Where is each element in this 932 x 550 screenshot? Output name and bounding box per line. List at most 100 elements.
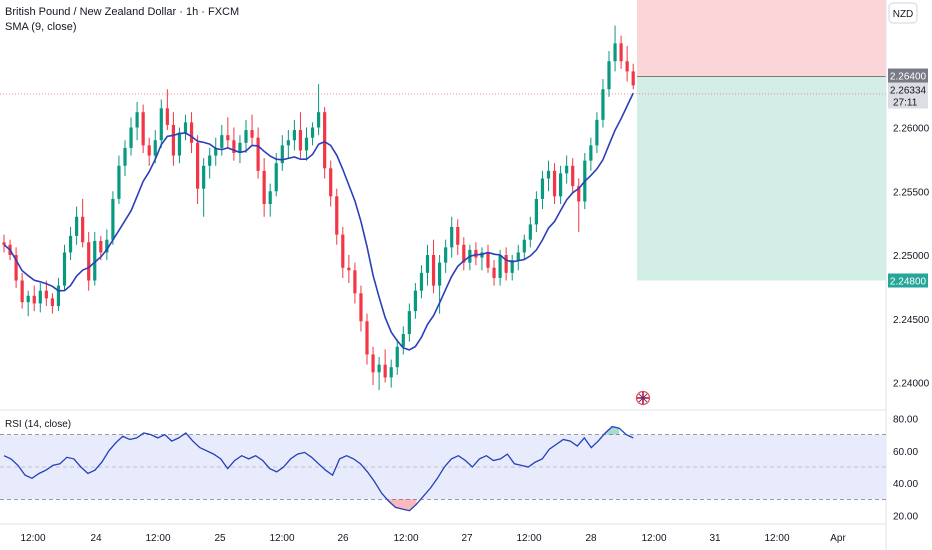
candle xyxy=(75,206,79,245)
candle-body xyxy=(492,267,496,278)
candle-body xyxy=(444,247,448,263)
time-tick-label: 26 xyxy=(337,533,349,544)
candle xyxy=(214,137,218,166)
candle-body xyxy=(310,127,315,138)
candle-body xyxy=(516,252,520,261)
candle xyxy=(183,114,188,141)
candle-body xyxy=(389,367,393,378)
candle xyxy=(189,112,194,153)
candle-body xyxy=(286,140,290,146)
candle-body xyxy=(571,165,575,187)
candle-body xyxy=(117,165,121,199)
candle xyxy=(105,229,109,261)
target-price-label: 2.24800 xyxy=(888,273,928,288)
rsi-extreme-fill xyxy=(388,499,417,511)
candle xyxy=(50,293,54,314)
candle-body xyxy=(383,364,387,378)
candle-body xyxy=(87,242,91,281)
price-axis[interactable]: 2.26000 2.25500 2.25000 2.24500 2.24000 xyxy=(893,124,930,390)
candle-body xyxy=(129,127,133,148)
candle-body xyxy=(450,226,454,248)
candle-body xyxy=(32,295,36,304)
candle-body xyxy=(177,132,182,156)
candle xyxy=(347,255,351,284)
candle-body xyxy=(68,235,73,253)
time-tick-label: 12:00 xyxy=(145,533,170,544)
candle xyxy=(444,239,448,273)
candle xyxy=(38,283,42,313)
candle xyxy=(56,277,61,312)
time-tick-label: 12:00 xyxy=(393,533,418,544)
candle-body xyxy=(335,196,339,235)
candle-body xyxy=(99,240,103,253)
candle-body xyxy=(631,71,635,86)
current-price-label: 2.26334 27:11 xyxy=(888,82,928,109)
rsi-axis[interactable]: 80.00 60.00 40.00 20.00 xyxy=(893,414,918,522)
candle-body xyxy=(407,311,411,335)
candle-body xyxy=(123,147,127,166)
candlestick-series xyxy=(2,25,635,391)
candle xyxy=(552,163,557,204)
candle xyxy=(202,158,206,217)
candle xyxy=(226,117,230,148)
candle-body xyxy=(613,43,617,62)
candle-body xyxy=(189,122,194,143)
candle-body xyxy=(419,272,424,291)
candle-body xyxy=(14,255,18,281)
candle-body xyxy=(323,112,327,169)
candle xyxy=(474,242,478,266)
candle-body xyxy=(2,242,6,245)
candle xyxy=(323,107,327,179)
candle xyxy=(141,104,145,153)
candle-body xyxy=(546,170,551,179)
sma-line xyxy=(3,92,634,351)
candle xyxy=(14,247,18,289)
candle-body xyxy=(159,108,163,141)
candle-body xyxy=(238,142,242,153)
candle xyxy=(317,84,321,136)
candle xyxy=(601,79,605,128)
candle-body xyxy=(232,140,236,153)
sma-legend: SMA (9, close) xyxy=(5,21,77,33)
uk-event-icon[interactable] xyxy=(635,390,651,406)
candle-body xyxy=(81,216,85,243)
candle xyxy=(171,112,175,166)
candle-body xyxy=(359,293,363,322)
candle-body xyxy=(528,224,532,240)
rsi-tick-label: 60.00 xyxy=(893,447,918,458)
candle xyxy=(135,102,139,141)
candle-body xyxy=(135,112,139,128)
stop-loss-zone[interactable] xyxy=(637,0,886,77)
candle xyxy=(268,183,272,217)
candle-body xyxy=(153,140,157,156)
candle-body xyxy=(38,290,42,304)
time-tick-label: 12:00 xyxy=(516,533,541,544)
candle-body xyxy=(365,321,369,355)
candle-body xyxy=(304,137,309,151)
candle-body xyxy=(280,145,284,164)
candle-body xyxy=(413,290,417,312)
candle-body xyxy=(202,165,206,189)
candle-body xyxy=(504,255,508,273)
candle xyxy=(2,234,6,253)
candle-body xyxy=(111,198,115,240)
candle-body xyxy=(534,198,538,225)
candle-body xyxy=(395,346,399,368)
candle-body xyxy=(589,145,593,161)
candle-body xyxy=(377,364,381,373)
candle xyxy=(81,198,85,248)
candle xyxy=(44,280,48,306)
take-profit-zone[interactable] xyxy=(637,76,886,281)
time-tick-label: 12:00 xyxy=(641,533,666,544)
candle xyxy=(262,158,266,217)
currency-button[interactable]: NZD xyxy=(888,2,918,24)
candle-body xyxy=(20,280,24,303)
candle xyxy=(492,260,496,286)
candle xyxy=(486,244,490,273)
candle xyxy=(395,339,399,375)
candle-body xyxy=(486,252,490,268)
candle-body xyxy=(220,135,224,148)
time-tick-label: Apr xyxy=(830,533,846,544)
time-axis[interactable]: 12:00 24 12:00 25 12:00 26 12:00 27 12:00 28 12:00… xyxy=(20,533,846,544)
